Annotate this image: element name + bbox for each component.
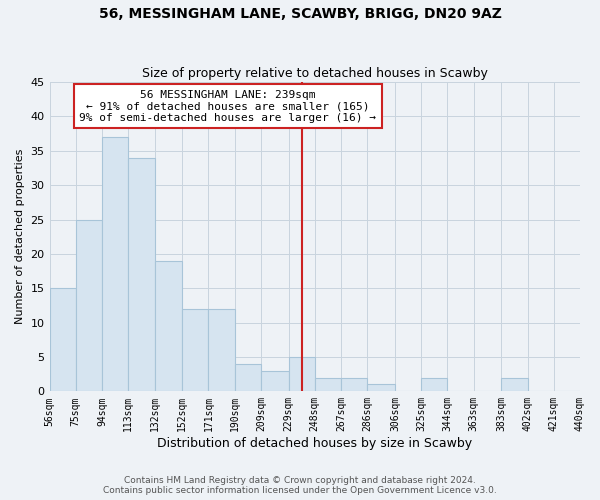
X-axis label: Distribution of detached houses by size in Scawby: Distribution of detached houses by size … xyxy=(157,437,472,450)
Bar xyxy=(315,378,341,392)
Text: 56 MESSINGHAM LANE: 239sqm
← 91% of detached houses are smaller (165)
9% of semi: 56 MESSINGHAM LANE: 239sqm ← 91% of deta… xyxy=(79,90,376,122)
Bar xyxy=(50,288,76,392)
Text: Contains HM Land Registry data © Crown copyright and database right 2024.
Contai: Contains HM Land Registry data © Crown c… xyxy=(103,476,497,495)
Bar xyxy=(421,378,448,392)
Text: 56, MESSINGHAM LANE, SCAWBY, BRIGG, DN20 9AZ: 56, MESSINGHAM LANE, SCAWBY, BRIGG, DN20… xyxy=(98,8,502,22)
Bar xyxy=(235,364,261,392)
Y-axis label: Number of detached properties: Number of detached properties xyxy=(15,149,25,324)
Bar xyxy=(501,378,527,392)
Bar xyxy=(128,158,155,392)
Title: Size of property relative to detached houses in Scawby: Size of property relative to detached ho… xyxy=(142,66,488,80)
Bar xyxy=(182,309,208,392)
Bar xyxy=(341,378,367,392)
Bar xyxy=(76,220,102,392)
Bar xyxy=(155,260,182,392)
Bar xyxy=(208,309,235,392)
Bar xyxy=(102,137,128,392)
Bar xyxy=(261,370,289,392)
Bar xyxy=(367,384,395,392)
Bar xyxy=(289,357,315,392)
